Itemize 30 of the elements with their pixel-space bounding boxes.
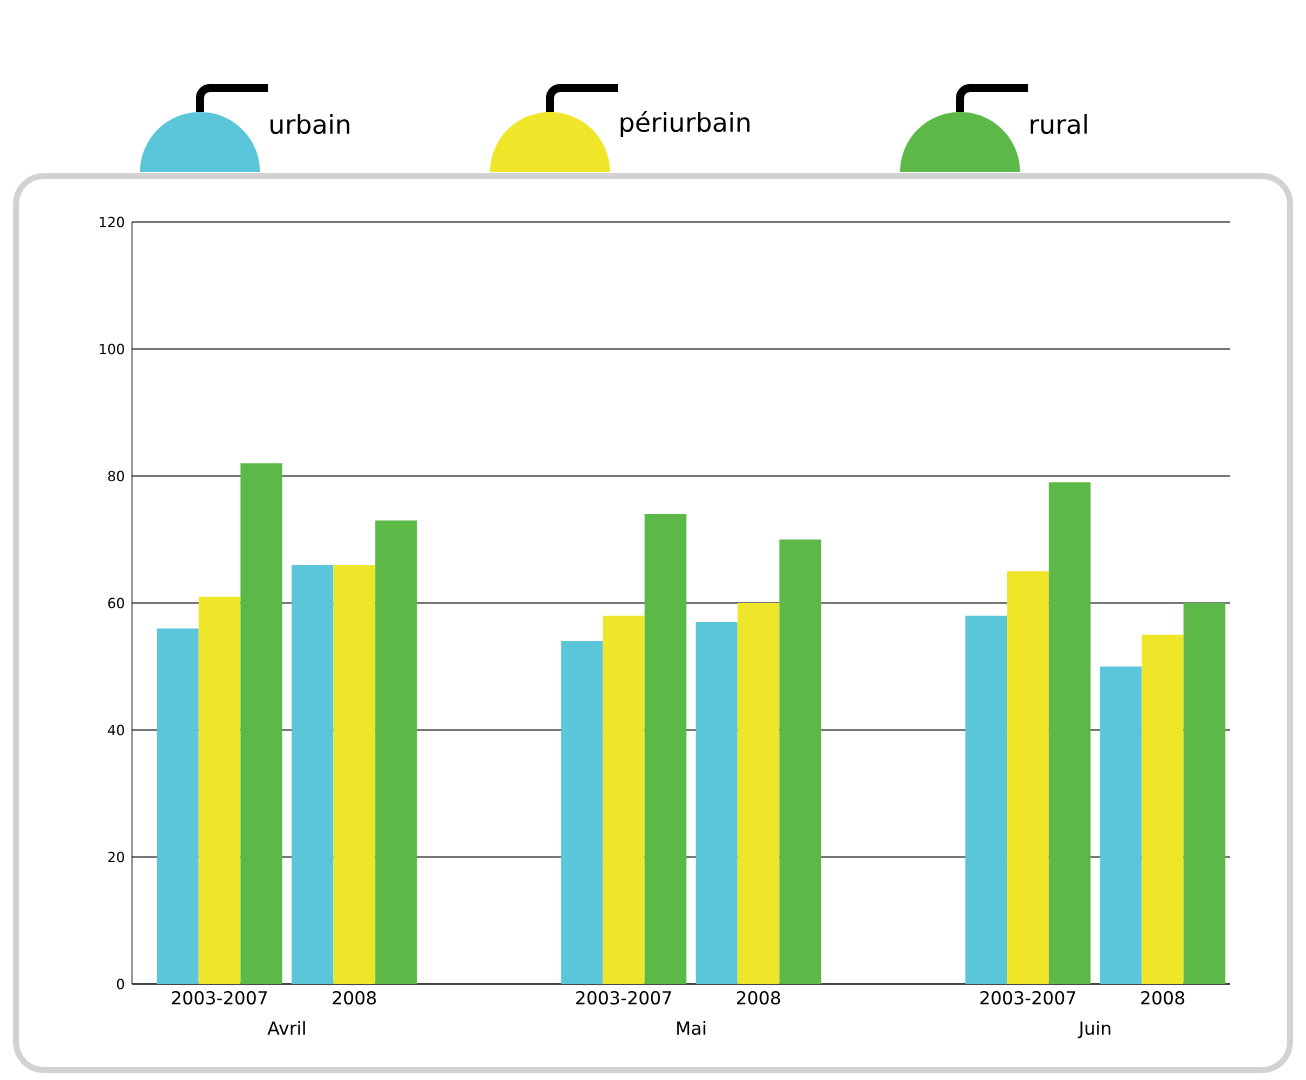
- x-tick-label: 2008: [736, 991, 781, 1005]
- x-tick-label: 2003-2007: [576, 991, 672, 1005]
- bar: [779, 539, 822, 984]
- bar: [965, 615, 1008, 984]
- bar: [240, 463, 283, 984]
- bar: [333, 564, 376, 984]
- bar: [695, 622, 738, 984]
- bar: [561, 641, 603, 984]
- bar: [291, 564, 334, 984]
- bar: [737, 602, 780, 984]
- bar: [1007, 571, 1049, 984]
- bar: [1183, 602, 1226, 984]
- bar: [644, 514, 687, 984]
- text: Mai: [677, 1021, 706, 1035]
- legend-label: périurbain: [620, 110, 750, 138]
- legend-label: rural: [1030, 113, 1087, 135]
- bar: [602, 615, 645, 984]
- bar: [198, 596, 241, 984]
- bar: [1141, 634, 1184, 984]
- bar: [375, 520, 417, 984]
- legend-label: urbain: [270, 113, 350, 135]
- x-tick-label: 2008: [1141, 991, 1185, 1005]
- bar: [1100, 666, 1142, 984]
- x-tick-label: 2008: [332, 991, 376, 1005]
- x-tick-label: 2003-2007: [980, 991, 1076, 1005]
- text: Avril: [267, 1021, 305, 1035]
- text: Juin: [1077, 1021, 1111, 1039]
- x-tick-label: 2003-2007: [172, 991, 267, 1005]
- bar: [1048, 482, 1091, 984]
- bar: [156, 628, 199, 984]
